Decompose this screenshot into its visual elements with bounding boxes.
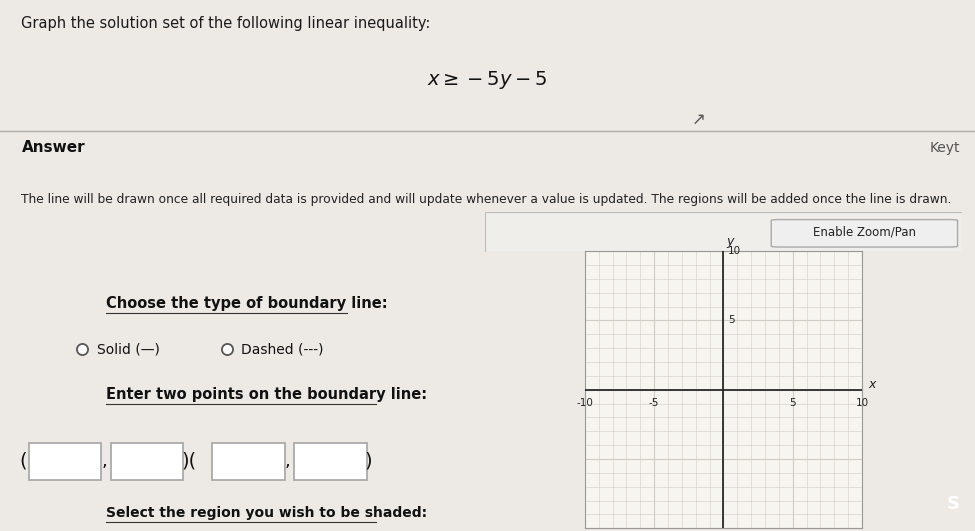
Text: Enter two points on the boundary line:: Enter two points on the boundary line: xyxy=(106,387,427,402)
Text: 10: 10 xyxy=(855,398,869,408)
FancyBboxPatch shape xyxy=(213,443,285,479)
Text: Dashed (---): Dashed (---) xyxy=(242,342,324,356)
Text: The line will be drawn once all required data is provided and will update whenev: The line will be drawn once all required… xyxy=(21,193,952,205)
Text: Solid (—): Solid (—) xyxy=(97,342,159,356)
Text: $x \geq -5y - 5$: $x \geq -5y - 5$ xyxy=(427,68,548,91)
Text: Keyt: Keyt xyxy=(930,141,960,155)
Text: -10: -10 xyxy=(576,398,594,408)
Text: (: ( xyxy=(20,452,26,471)
Text: x: x xyxy=(868,378,876,391)
FancyBboxPatch shape xyxy=(771,220,957,247)
Text: -5: -5 xyxy=(649,398,659,408)
Text: ,: , xyxy=(285,452,291,470)
Text: 5: 5 xyxy=(728,315,735,326)
Text: y: y xyxy=(726,235,734,248)
Text: Choose the type of boundary line:: Choose the type of boundary line: xyxy=(106,296,388,312)
Text: ): ) xyxy=(365,452,372,471)
Text: )(: )( xyxy=(181,452,196,471)
Text: 5: 5 xyxy=(790,398,796,408)
Text: ↙: ↙ xyxy=(687,108,701,126)
FancyBboxPatch shape xyxy=(111,443,183,479)
Text: S: S xyxy=(947,495,959,513)
Text: Select the region you wish to be shaded:: Select the region you wish to be shaded: xyxy=(106,506,427,520)
FancyBboxPatch shape xyxy=(294,443,367,479)
Text: Enable Zoom/Pan: Enable Zoom/Pan xyxy=(813,226,916,239)
FancyBboxPatch shape xyxy=(485,212,962,252)
Text: Graph the solution set of the following linear inequality:: Graph the solution set of the following … xyxy=(21,16,431,31)
Text: 10: 10 xyxy=(728,246,741,256)
FancyBboxPatch shape xyxy=(29,443,101,479)
Text: ,: , xyxy=(101,452,107,470)
Text: Answer: Answer xyxy=(21,140,85,155)
